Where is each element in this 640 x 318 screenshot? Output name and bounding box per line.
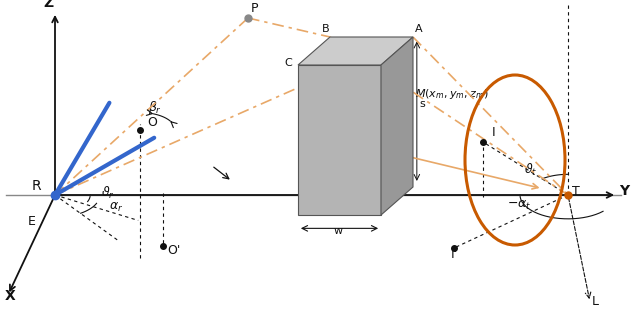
Text: R: R bbox=[32, 179, 42, 193]
Text: $\vartheta_t$: $\vartheta_t$ bbox=[524, 162, 538, 177]
Text: O: O bbox=[148, 116, 157, 129]
Text: C: C bbox=[284, 58, 292, 68]
Polygon shape bbox=[298, 37, 413, 65]
Text: $\vartheta_r$: $\vartheta_r$ bbox=[101, 185, 115, 201]
Text: s: s bbox=[419, 99, 425, 109]
Text: ds: ds bbox=[335, 140, 348, 149]
Text: E: E bbox=[28, 215, 36, 228]
Polygon shape bbox=[381, 37, 413, 215]
Text: $M(x_m, y_m, z_m)$: $M(x_m, y_m, z_m)$ bbox=[397, 87, 489, 101]
Polygon shape bbox=[298, 65, 381, 215]
Text: A: A bbox=[415, 24, 422, 34]
Text: T: T bbox=[572, 184, 580, 197]
Text: $\beta_r$: $\beta_r$ bbox=[148, 99, 162, 116]
Text: P: P bbox=[252, 2, 259, 15]
Text: X: X bbox=[5, 289, 15, 303]
Text: $-\alpha_t$: $-\alpha_t$ bbox=[507, 198, 532, 211]
Text: L: L bbox=[592, 295, 599, 308]
Text: w: w bbox=[333, 226, 342, 236]
Text: I': I' bbox=[451, 248, 458, 261]
Text: Y: Y bbox=[619, 184, 629, 198]
Text: B: B bbox=[323, 24, 330, 34]
Text: $\alpha_r$: $\alpha_r$ bbox=[109, 201, 124, 214]
Text: O': O' bbox=[167, 244, 180, 257]
Text: I: I bbox=[492, 127, 495, 140]
Text: Z: Z bbox=[44, 0, 54, 10]
Text: D: D bbox=[371, 58, 380, 68]
